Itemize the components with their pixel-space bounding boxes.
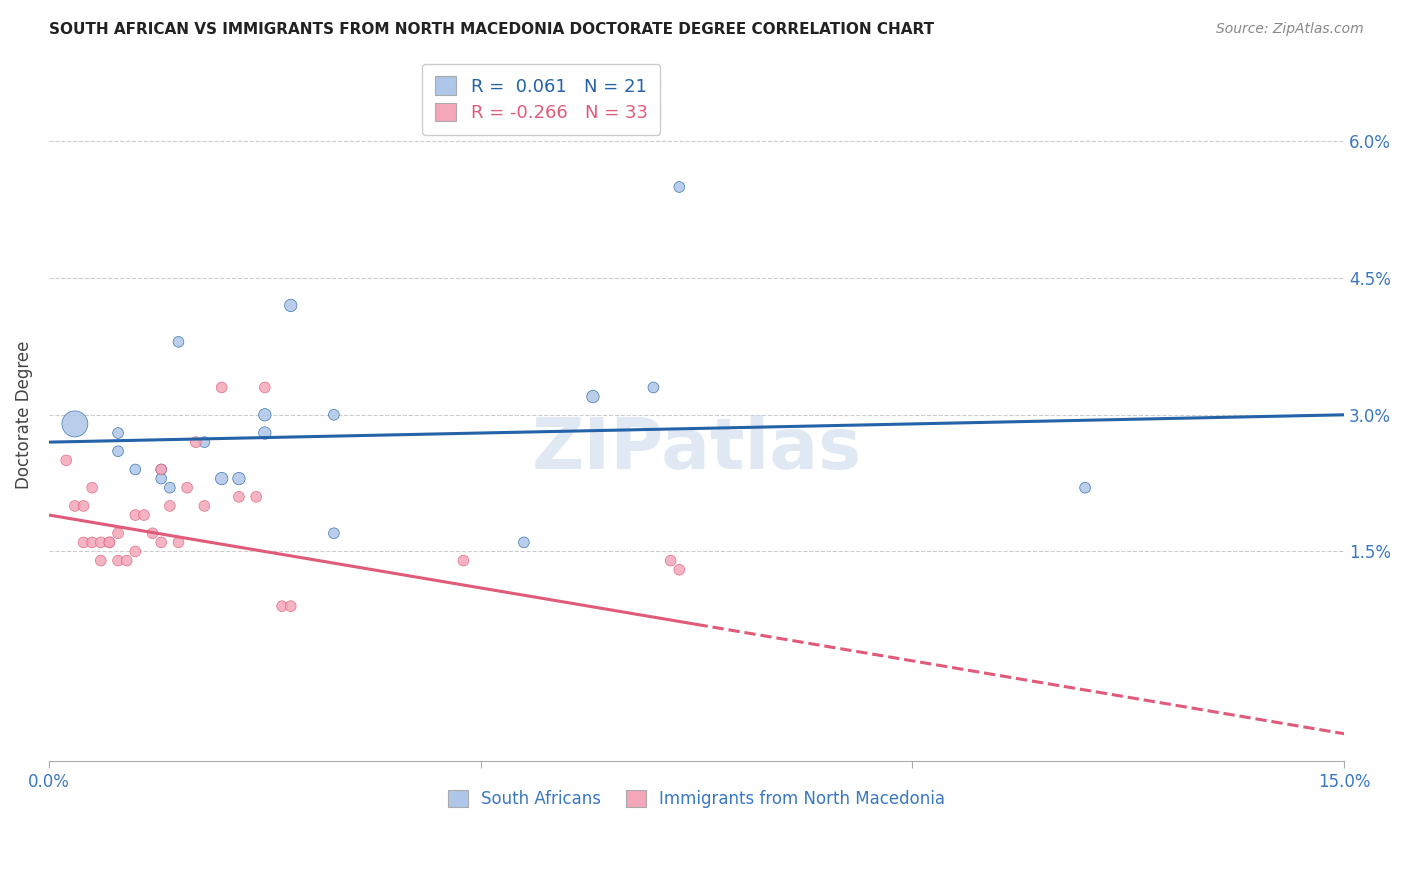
Point bbox=[150, 472, 173, 486]
Point bbox=[124, 544, 146, 558]
Point bbox=[82, 481, 104, 495]
Point bbox=[90, 535, 112, 549]
Point bbox=[280, 298, 302, 312]
Point bbox=[253, 425, 276, 440]
Point bbox=[107, 553, 129, 567]
Point bbox=[115, 553, 138, 567]
Point bbox=[142, 526, 165, 541]
Point bbox=[176, 481, 198, 495]
Point bbox=[63, 417, 86, 431]
Point bbox=[184, 435, 207, 450]
Point bbox=[453, 553, 475, 567]
Point bbox=[167, 535, 190, 549]
Point bbox=[63, 499, 86, 513]
Point bbox=[245, 490, 267, 504]
Point bbox=[582, 390, 605, 404]
Point bbox=[322, 408, 344, 422]
Point bbox=[668, 180, 690, 194]
Point bbox=[668, 563, 690, 577]
Point bbox=[322, 526, 344, 541]
Point bbox=[72, 535, 94, 549]
Point bbox=[132, 508, 155, 522]
Point bbox=[159, 481, 181, 495]
Y-axis label: Doctorate Degree: Doctorate Degree bbox=[15, 341, 32, 489]
Point bbox=[228, 472, 250, 486]
Point bbox=[98, 535, 121, 549]
Point bbox=[98, 535, 121, 549]
Point bbox=[643, 380, 665, 394]
Point bbox=[271, 599, 294, 614]
Point bbox=[107, 425, 129, 440]
Point bbox=[107, 526, 129, 541]
Point bbox=[55, 453, 77, 467]
Legend: South Africans, Immigrants from North Macedonia: South Africans, Immigrants from North Ma… bbox=[441, 783, 952, 815]
Point bbox=[193, 435, 215, 450]
Point bbox=[150, 535, 173, 549]
Point bbox=[211, 472, 233, 486]
Point bbox=[72, 499, 94, 513]
Point bbox=[228, 490, 250, 504]
Point bbox=[150, 462, 173, 476]
Text: ZIPatlas: ZIPatlas bbox=[531, 415, 862, 484]
Point bbox=[211, 380, 233, 394]
Text: Source: ZipAtlas.com: Source: ZipAtlas.com bbox=[1216, 22, 1364, 37]
Point bbox=[659, 553, 682, 567]
Point bbox=[253, 408, 276, 422]
Point bbox=[150, 462, 173, 476]
Point bbox=[280, 599, 302, 614]
Point bbox=[513, 535, 536, 549]
Point bbox=[159, 499, 181, 513]
Point bbox=[253, 380, 276, 394]
Point bbox=[124, 462, 146, 476]
Text: SOUTH AFRICAN VS IMMIGRANTS FROM NORTH MACEDONIA DOCTORATE DEGREE CORRELATION CH: SOUTH AFRICAN VS IMMIGRANTS FROM NORTH M… bbox=[49, 22, 935, 37]
Point bbox=[1074, 481, 1097, 495]
Point bbox=[82, 535, 104, 549]
Point bbox=[124, 508, 146, 522]
Point bbox=[193, 499, 215, 513]
Point bbox=[90, 553, 112, 567]
Point bbox=[167, 334, 190, 349]
Point bbox=[107, 444, 129, 458]
